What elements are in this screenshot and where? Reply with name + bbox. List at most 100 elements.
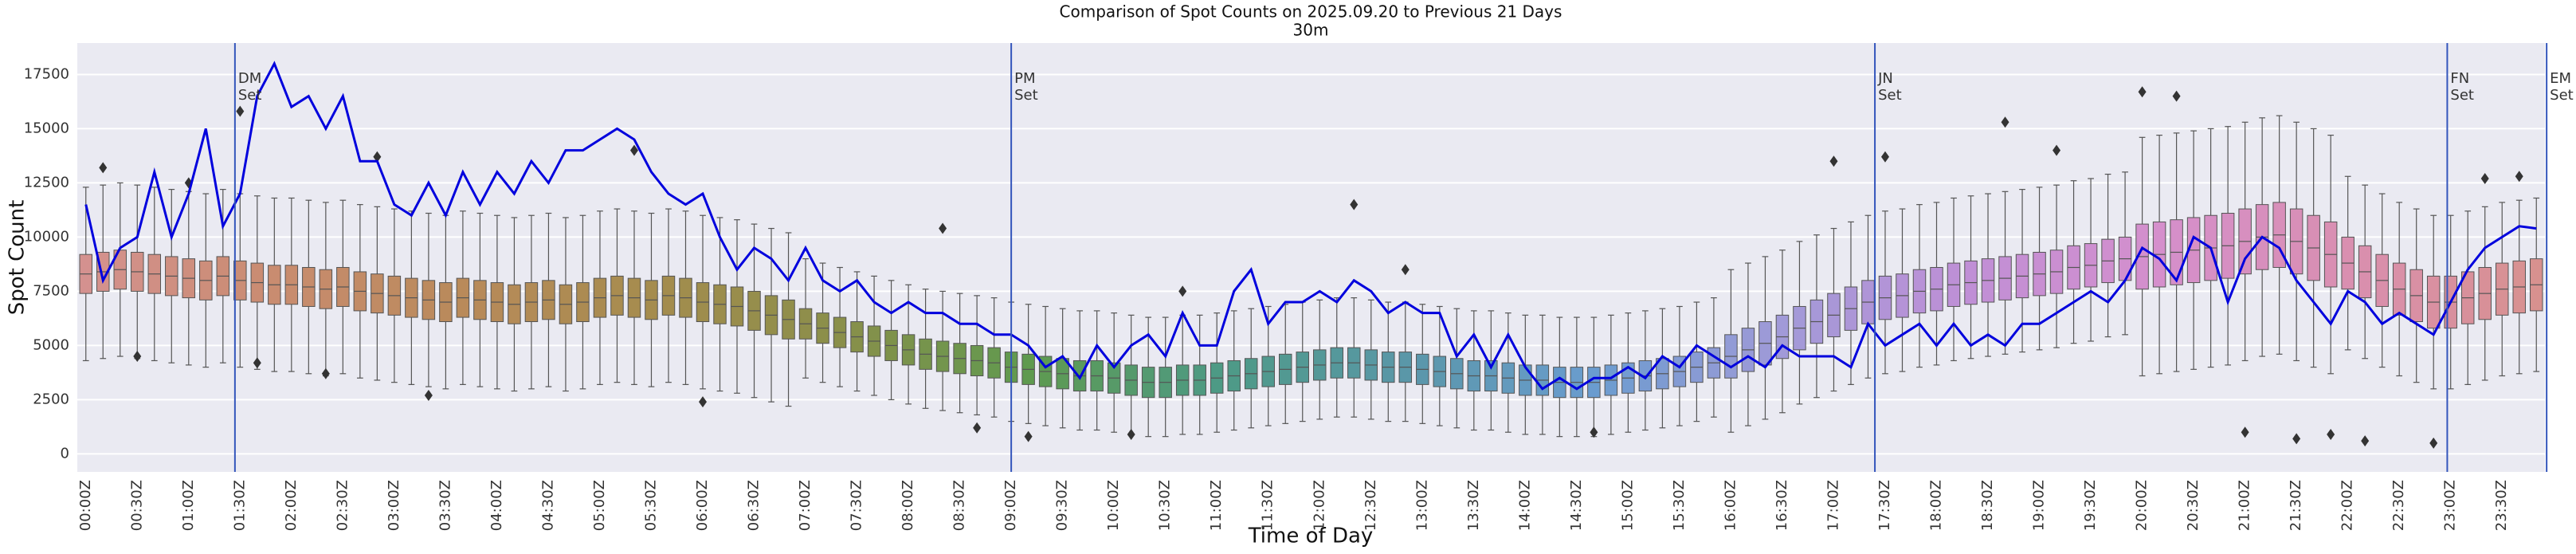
outlier bbox=[1350, 198, 1359, 210]
x-tick-label: 16:00Z bbox=[1722, 480, 1739, 531]
today-line bbox=[84, 61, 2537, 391]
outlier bbox=[1401, 264, 1410, 276]
outlier bbox=[236, 105, 245, 117]
y-tick-label: 7500 bbox=[33, 282, 69, 299]
event-label: JN bbox=[1877, 70, 1893, 87]
x-tick-label: 23:30Z bbox=[2493, 480, 2510, 531]
x-tick-label: 15:00Z bbox=[1619, 480, 1636, 531]
event-label: Set bbox=[238, 87, 262, 104]
outlier bbox=[2292, 433, 2301, 445]
outlier bbox=[629, 144, 638, 156]
x-tick-label: 17:00Z bbox=[1825, 480, 1841, 531]
outlier bbox=[1178, 285, 1187, 297]
x-tick-label: 04:30Z bbox=[539, 480, 556, 531]
outlier bbox=[2327, 428, 2335, 440]
x-tick-label: 16:30Z bbox=[1774, 480, 1790, 531]
x-tick-label: 11:00Z bbox=[1208, 480, 1225, 531]
event-label: DM bbox=[238, 70, 261, 87]
x-tick-label: 20:30Z bbox=[2185, 480, 2202, 531]
x-tick-label: 03:30Z bbox=[437, 480, 453, 531]
outlier bbox=[373, 151, 382, 163]
outlier bbox=[2172, 90, 2181, 102]
event-label: Set bbox=[2550, 87, 2574, 104]
x-tick-label: 19:00Z bbox=[2031, 480, 2048, 531]
outlier bbox=[2480, 172, 2489, 184]
x-tick-label: 07:00Z bbox=[797, 480, 814, 531]
event-label: PM bbox=[1014, 70, 1035, 87]
outlier bbox=[939, 222, 947, 234]
outlier bbox=[1829, 155, 1838, 167]
outlier bbox=[2515, 171, 2523, 183]
outlier bbox=[1590, 426, 1598, 438]
outlier bbox=[424, 389, 433, 401]
y-axis-label: Spot Count bbox=[6, 200, 29, 316]
x-tick-label: 06:00Z bbox=[694, 480, 711, 531]
y-tick-label: 2500 bbox=[33, 391, 69, 407]
x-tick-label: 11:30Z bbox=[1260, 480, 1276, 531]
x-tick-label: 01:00Z bbox=[180, 480, 197, 531]
x-tick-label: 22:30Z bbox=[2390, 480, 2407, 531]
x-tick-label: 03:00Z bbox=[386, 480, 402, 531]
x-tick-label: 05:30Z bbox=[642, 480, 659, 531]
outlier bbox=[2138, 86, 2147, 98]
event-label: Set bbox=[2450, 87, 2474, 104]
x-tick-label: 02:00Z bbox=[283, 480, 300, 531]
y-tick-label: 0 bbox=[61, 445, 69, 462]
outlier bbox=[2361, 435, 2370, 447]
x-tick-label: 09:00Z bbox=[1002, 480, 1019, 531]
x-tick-label: 21:30Z bbox=[2288, 480, 2304, 531]
outlier bbox=[99, 162, 108, 174]
x-tick-label: 13:00Z bbox=[1413, 480, 1430, 531]
outlier bbox=[1127, 428, 1135, 440]
x-tick-label: 20:00Z bbox=[2134, 480, 2151, 531]
x-tick-label: 14:00Z bbox=[1516, 480, 1533, 531]
y-tick-label: 12500 bbox=[24, 174, 69, 191]
y-tick-label: 17500 bbox=[24, 65, 69, 82]
x-tick-label: 10:30Z bbox=[1157, 480, 1174, 531]
event-label: Set bbox=[1014, 87, 1038, 104]
x-tick-label: 06:30Z bbox=[746, 480, 763, 531]
event-label: FN bbox=[2450, 70, 2469, 87]
x-tick-label: 17:30Z bbox=[1876, 480, 1893, 531]
x-tick-label: 21:00Z bbox=[2237, 480, 2253, 531]
outlier bbox=[2241, 426, 2249, 438]
outlier bbox=[1024, 430, 1033, 442]
x-tick-label: 08:00Z bbox=[900, 480, 916, 531]
x-tick-label: 05:00Z bbox=[591, 480, 608, 531]
x-tick-label: 15:30Z bbox=[1671, 480, 1688, 531]
outlier bbox=[2001, 116, 2009, 128]
outlier bbox=[2429, 437, 2438, 449]
outlier bbox=[133, 351, 142, 363]
x-tick-label: 08:30Z bbox=[951, 480, 968, 531]
x-tick-label: 12:00Z bbox=[1311, 480, 1327, 531]
x-tick-label: 02:30Z bbox=[334, 480, 351, 531]
x-tick-label: 12:30Z bbox=[1362, 480, 1379, 531]
x-tick-label: 09:30Z bbox=[1054, 480, 1071, 531]
outlier bbox=[2053, 144, 2061, 156]
x-axis-label: Time of Day bbox=[1248, 525, 1374, 548]
x-tick-label: 13:30Z bbox=[1465, 480, 1482, 531]
x-tick-label: 19:30Z bbox=[2082, 480, 2099, 531]
x-tick-label: 23:00Z bbox=[2442, 480, 2459, 531]
outlier bbox=[253, 357, 261, 369]
outlier bbox=[973, 422, 982, 434]
x-tick-label: 00:30Z bbox=[128, 480, 145, 531]
y-tick-label: 5000 bbox=[33, 336, 69, 353]
x-tick-label: 22:00Z bbox=[2339, 480, 2356, 531]
event-label: EM bbox=[2550, 70, 2571, 87]
x-tick-label: 01:30Z bbox=[231, 480, 248, 531]
outlier bbox=[321, 367, 330, 379]
x-tick-label: 00:00Z bbox=[77, 480, 94, 531]
chart-title: Comparison of Spot Counts on 2025.09.20 … bbox=[1060, 2, 1562, 22]
y-tick-label: 15000 bbox=[24, 120, 69, 136]
y-tick-label: 10000 bbox=[24, 228, 69, 245]
x-tick-label: 18:00Z bbox=[1928, 480, 1945, 531]
x-tick-label: 14:30Z bbox=[1568, 480, 1585, 531]
x-tick-label: 18:30Z bbox=[1979, 480, 1996, 531]
outlier bbox=[1880, 151, 1889, 163]
x-tick-label: 07:30Z bbox=[849, 480, 865, 531]
x-tick-label: 10:00Z bbox=[1105, 480, 1122, 531]
outlier bbox=[699, 396, 708, 408]
chart-subtitle: 30m bbox=[1293, 21, 1329, 40]
